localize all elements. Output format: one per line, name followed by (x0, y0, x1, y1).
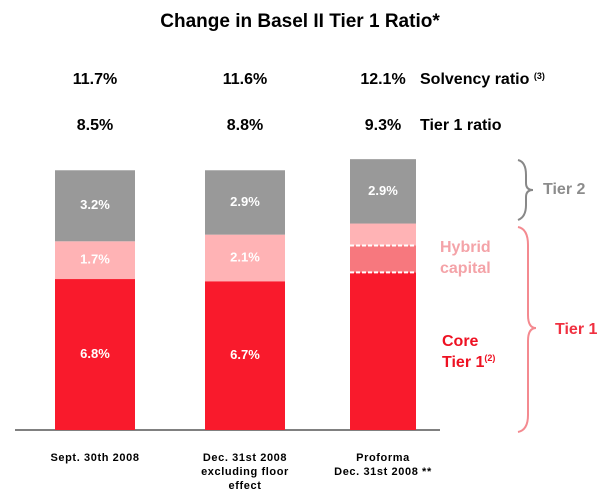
series-label: Tier 2 (543, 181, 586, 198)
series-label: capital (440, 260, 491, 277)
series-label-text: Tier 1 (442, 354, 485, 371)
bar-segment (55, 170, 135, 242)
group-label: Tier 1 (555, 321, 598, 338)
row-value: 9.3% (365, 117, 401, 134)
series-label-text: Hybrid (440, 239, 491, 256)
row-label: Tier 1 ratio (420, 117, 502, 134)
series-label: Core (442, 333, 479, 350)
row-value: 8.8% (227, 117, 263, 134)
x-tick-label: Sept. 30th 2008 (50, 452, 139, 464)
value-label: 3.2% (80, 197, 110, 212)
value-label: 2.9% (368, 183, 398, 198)
bar-segment (205, 281, 285, 430)
value-label: 1.7% (80, 252, 110, 267)
row-value: 12.1% (360, 71, 405, 88)
tier2-brace (517, 159, 534, 221)
bar-segment (350, 159, 416, 224)
value-label: 2.9% (230, 194, 260, 209)
bar-segment (350, 272, 416, 430)
bar-segment (205, 234, 285, 282)
series-label-text: capital (440, 260, 491, 277)
series-label: Tier 1(2) (442, 353, 495, 371)
x-tick-label: Dec. 31st 2008 ** (334, 466, 432, 478)
bar-segment (55, 279, 135, 430)
series-label-text: Core (442, 333, 479, 350)
row-label: Solvency ratio (3) (420, 71, 545, 88)
row-note: (3) (534, 71, 545, 81)
x-tick-label: Proforma (356, 452, 410, 464)
row-value: 8.5% (77, 117, 113, 134)
row-value: 11.7% (73, 71, 117, 88)
series-note: (2) (484, 353, 495, 363)
row-value: 11.6% (223, 71, 267, 88)
value-label: 6.8% (80, 346, 110, 361)
x-tick-label: Dec. 31st 2008 (203, 452, 287, 464)
series-label: Hybrid (440, 239, 491, 256)
hybrid-band (350, 245, 416, 273)
chart-title: Change in Basel II Tier 1 Ratio* (160, 11, 440, 32)
tier1-brace (517, 226, 537, 433)
x-tick-label: excluding floor (201, 466, 289, 478)
value-label: 2.1% (230, 249, 260, 264)
x-tick-label: effect (229, 480, 262, 492)
bar-segment (205, 170, 285, 235)
bar-segment (55, 241, 135, 280)
row-label-text: Solvency ratio (420, 71, 530, 88)
row-label-text: Tier 1 ratio (420, 117, 502, 134)
value-label: 6.7% (230, 347, 260, 362)
